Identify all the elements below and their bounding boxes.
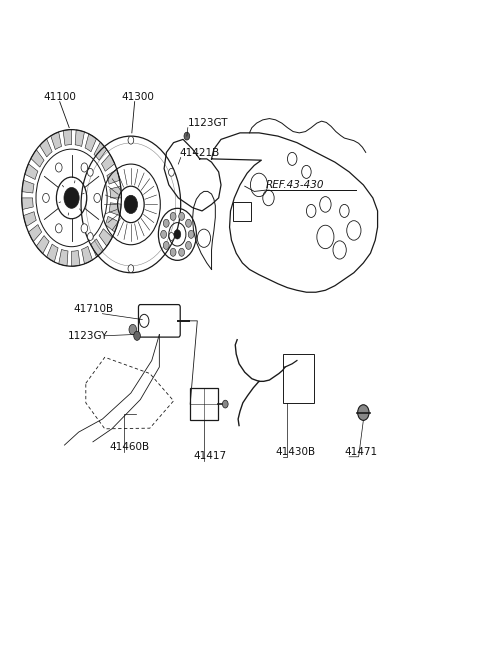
Wedge shape bbox=[22, 198, 33, 209]
Wedge shape bbox=[72, 251, 80, 266]
Wedge shape bbox=[75, 130, 84, 146]
Bar bbox=[190, 388, 218, 420]
Circle shape bbox=[170, 213, 176, 220]
Text: 41460B: 41460B bbox=[109, 441, 150, 451]
Text: 41430B: 41430B bbox=[276, 447, 316, 457]
Circle shape bbox=[161, 230, 167, 238]
Text: 41417: 41417 bbox=[193, 451, 227, 461]
Circle shape bbox=[222, 400, 228, 408]
Circle shape bbox=[134, 331, 140, 340]
Wedge shape bbox=[85, 134, 96, 152]
Wedge shape bbox=[51, 132, 61, 150]
Circle shape bbox=[56, 163, 62, 172]
Circle shape bbox=[184, 133, 190, 140]
Circle shape bbox=[188, 230, 194, 238]
Circle shape bbox=[179, 248, 184, 256]
Wedge shape bbox=[91, 239, 103, 257]
Wedge shape bbox=[99, 229, 112, 246]
Wedge shape bbox=[63, 130, 72, 146]
Circle shape bbox=[163, 241, 169, 249]
Circle shape bbox=[56, 224, 62, 233]
Circle shape bbox=[128, 136, 134, 144]
Text: 1123GY: 1123GY bbox=[68, 331, 108, 341]
Text: 41421B: 41421B bbox=[180, 148, 220, 157]
Circle shape bbox=[168, 233, 174, 240]
Circle shape bbox=[168, 169, 174, 176]
Bar bbox=[283, 354, 313, 403]
Circle shape bbox=[81, 224, 88, 233]
Wedge shape bbox=[109, 203, 121, 216]
Wedge shape bbox=[94, 142, 107, 160]
Circle shape bbox=[170, 248, 176, 256]
Wedge shape bbox=[25, 164, 38, 180]
Wedge shape bbox=[101, 154, 115, 171]
Wedge shape bbox=[59, 249, 68, 266]
Circle shape bbox=[186, 241, 192, 249]
Bar bbox=[233, 203, 251, 220]
Wedge shape bbox=[22, 180, 34, 193]
Text: 41710B: 41710B bbox=[73, 304, 113, 314]
Circle shape bbox=[128, 265, 134, 272]
Circle shape bbox=[124, 195, 137, 213]
Circle shape bbox=[186, 219, 192, 227]
Circle shape bbox=[179, 213, 184, 220]
Text: 41100: 41100 bbox=[43, 92, 76, 102]
Text: REF.43-430: REF.43-430 bbox=[266, 180, 324, 190]
Text: 41300: 41300 bbox=[121, 92, 154, 102]
Circle shape bbox=[87, 233, 93, 240]
Circle shape bbox=[358, 405, 369, 420]
Text: 41471: 41471 bbox=[344, 447, 377, 457]
Wedge shape bbox=[24, 212, 36, 226]
Wedge shape bbox=[28, 224, 42, 241]
Wedge shape bbox=[40, 139, 52, 157]
Circle shape bbox=[87, 169, 93, 176]
Wedge shape bbox=[36, 236, 49, 254]
Circle shape bbox=[81, 163, 88, 172]
Wedge shape bbox=[105, 216, 118, 232]
Circle shape bbox=[43, 194, 49, 203]
Circle shape bbox=[129, 324, 137, 335]
Circle shape bbox=[163, 219, 169, 227]
Wedge shape bbox=[82, 246, 93, 264]
Text: 1123GT: 1123GT bbox=[188, 117, 228, 128]
Circle shape bbox=[174, 230, 181, 239]
Wedge shape bbox=[110, 186, 121, 198]
Wedge shape bbox=[47, 244, 58, 262]
Circle shape bbox=[94, 194, 100, 203]
Circle shape bbox=[64, 188, 79, 209]
Wedge shape bbox=[31, 150, 44, 167]
Wedge shape bbox=[107, 169, 120, 184]
